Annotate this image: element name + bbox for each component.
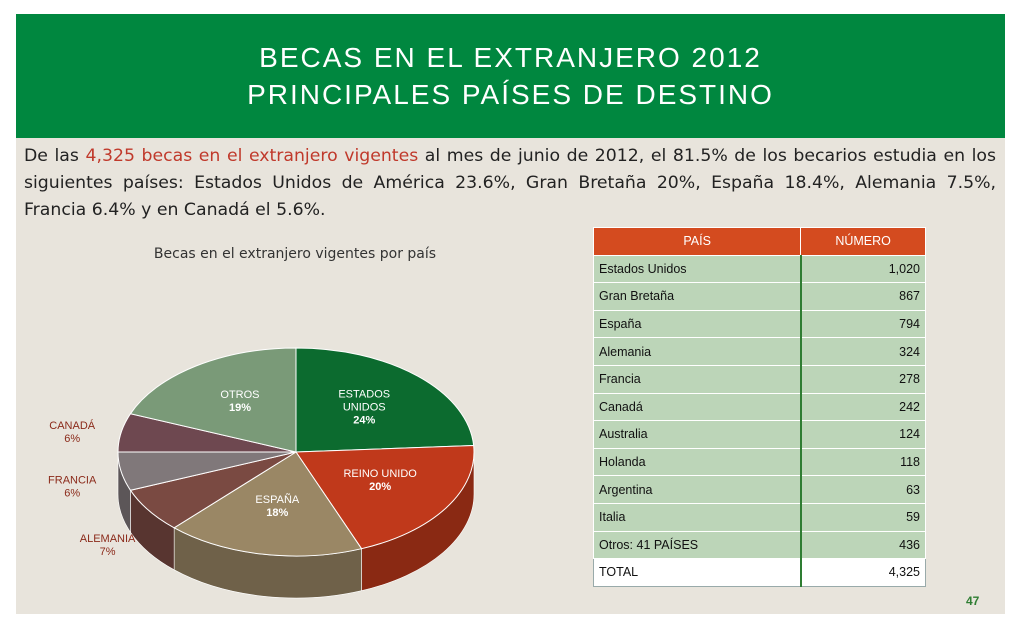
table-row: Alemania 324 [592,337,926,366]
table-cell-number: 324 [800,337,926,366]
table-cell-number: 242 [800,392,926,422]
table-cell-country: Gran Bretaña [592,282,802,311]
table-header-country: PAÍS [592,227,802,256]
table-cell-country: Otros: 41 PAÍSES [592,530,802,560]
table-cell-country: Estados Unidos [592,254,802,284]
table-cell-country: TOTAL [592,558,802,587]
table-cell-number: 118 [800,447,926,477]
table-header-row: PAÍS NÚMERO [592,227,926,256]
table-cell-number: 1,020 [800,254,926,284]
pie-label-5: CANADÁ 6% [49,419,96,445]
intro-text-end: al mes de junio de 2012, el 81.5% de los… [24,146,997,220]
chart-title: Becas en el extranjero vigentes por país [153,246,437,262]
title-line-1: BECAS EN EL EXTRANJERO 2012 [259,42,762,73]
table-cell-country: Italia [592,502,802,532]
table-cell-number: 59 [800,502,926,532]
table-cell-country: España [592,309,802,339]
table-row: Italia 59 [592,502,926,532]
country-table: PAÍS NÚMERO Estados Unidos 1,020 Gran Bret… [592,227,926,587]
table-cell-number: 63 [800,475,926,504]
table-header-number: NÚMERO [800,227,926,256]
pie-label-0: ESTADOS UNIDOS 24% [338,389,390,427]
pie-slice-2 [173,451,363,557]
table-row: Holanda 118 [592,447,926,477]
table-cell-country: Argentina [592,475,802,504]
table-row: Canadá 242 [592,392,926,422]
title-line-2: PRINCIPALES PAÍSES DE DESTINO [247,79,774,110]
pie-tops [117,347,475,557]
pie-label-4: FRANCIA 6% [48,474,97,499]
pie-slice-6 [129,347,297,453]
table-cell-number: 278 [800,364,926,394]
intro-text-start: De las [24,146,86,166]
table-cell-country: Holanda [592,447,802,477]
table-row: Estados Unidos 1,020 [592,254,926,284]
table-cell-country: Francia [592,364,802,394]
table-cell-country: Australia [592,420,802,449]
table-row: Argentina 63 [592,475,926,504]
table-row: España 794 [592,309,926,339]
pie-label-2: ESPAÑA 18% [255,493,299,519]
table-row: Otros: 41 PAÍSES 436 [592,530,926,560]
table-cell-number: 436 [800,530,926,560]
pie-label-6: OTROS 19% [220,389,259,414]
pie-slice-1 [295,444,475,550]
pie-labels: ESTADOS UNIDOS 24% REINO UNIDO 20% ESPAÑA 18% A… [48,389,417,558]
table-body: Estados Unidos 1,020 Gran Bretaña 867 España… [592,254,926,587]
table-cell-number: 794 [800,309,926,339]
table-cell-country: Canadá [592,392,802,422]
pie-label-3: ALEMANIA 7% [80,533,136,558]
table-cell-country: Alemania [592,337,802,366]
intro-highlight: 4,325 becas en el extranjero vigentes [85,146,419,166]
title-banner: BECAS EN EL EXTRANJERO 2012 PRINCIPALES … [16,14,1005,138]
page-number: 47 [966,594,980,608]
table-row: TOTAL 4,325 [592,558,926,587]
pie-slice-0 [295,347,475,453]
intro-paragraph: De las 4,325 becas en el extranjero vige… [24,143,996,224]
pie-label-1: REINO UNIDO 20% [343,468,417,493]
table-row: Gran Bretaña 867 [592,282,926,311]
country-table-container: PAÍS NÚMERO Estados Unidos 1,020 Gran Bret… [592,227,926,587]
table-row: Francia 278 [592,364,926,394]
table-cell-number: 124 [800,420,926,449]
table-cell-number: 867 [800,282,926,311]
table-row: Australia 124 [592,420,926,449]
table-cell-number: 4,325 [800,558,926,587]
